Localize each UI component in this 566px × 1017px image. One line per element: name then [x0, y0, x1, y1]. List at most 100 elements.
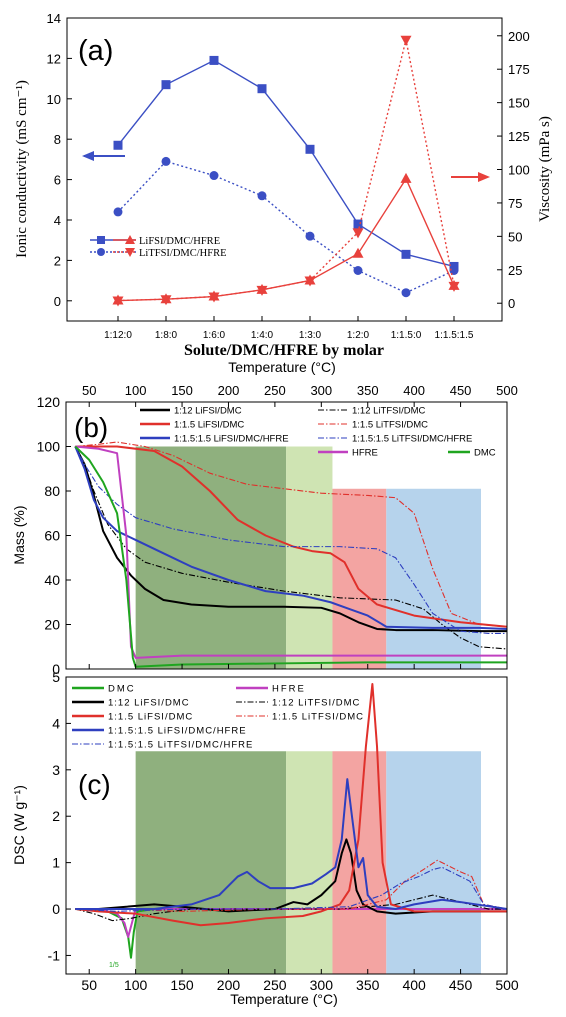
legend-entry-litfsi: LiTFSI/DMC/HFRE — [90, 248, 227, 259]
y2-tick-label: 125 — [508, 129, 530, 144]
data-point — [113, 207, 123, 217]
shaded-region — [332, 751, 387, 974]
data-point — [208, 292, 220, 303]
legend-label: 1:1.5:1.5 LiTFSI/DMC/HFRE — [352, 434, 472, 445]
x-tick-label: 1:4:0 — [251, 330, 274, 341]
x-tick-label: 450 — [450, 383, 472, 398]
data-point — [352, 228, 364, 239]
data-point — [305, 231, 315, 241]
y-tick-label: -1 — [48, 947, 61, 963]
series-line-3 — [117, 39, 455, 302]
x-tick-label: 350 — [356, 977, 380, 993]
series-line-1 — [74, 446, 508, 650]
series-line-7 — [74, 445, 507, 668]
panel-c-chart: -1 0 1 2 3 4 5 50 100 150 200 250 300 350 400 450 500 (c… — [11, 669, 519, 1007]
panel-a-y2-axis-label: Viscosity (mPa s) — [537, 116, 553, 222]
x-tick-label: 500 — [496, 383, 518, 398]
panel-a-label: (a) — [78, 35, 113, 67]
legend-label: DMC — [474, 448, 496, 459]
left-axis-arrow — [82, 151, 125, 161]
x-tick-label: 1:3:0 — [299, 330, 322, 341]
legend-label-litfsi: LiTFSI/DMC/HFRE — [139, 248, 227, 259]
panel-c-ticks: -1 0 1 2 3 4 5 50 100 150 200 250 300 350 400 450 500 — [48, 669, 519, 993]
y2-tick-label: 50 — [508, 229, 522, 244]
data-point — [401, 249, 411, 259]
panel-a-x-axis-label: Solute/DMC/HFRE by molar — [184, 342, 384, 359]
data-point — [400, 172, 412, 183]
x-tick-label: 150 — [170, 977, 194, 993]
legend-label: HFRE — [272, 684, 306, 695]
legend-label-lifsi: LiFSI/DMC/HFRE — [139, 236, 220, 247]
y-tick-label: 8 — [54, 132, 61, 147]
data-point — [448, 281, 460, 292]
x-tick-label: 200 — [217, 977, 241, 993]
panel-c-series — [75, 682, 508, 959]
x-tick-label: 300 — [310, 977, 334, 993]
panel-c-regions — [135, 751, 482, 974]
y-tick-label: 20 — [44, 617, 60, 633]
panel-a-ticks: 0 2 4 6 8 10 12 14 0 25 50 75 100 125 150 175 200 1:12:0 1… — [47, 11, 530, 341]
y-tick-label: 100 — [37, 439, 61, 455]
series-line-0 — [117, 59, 455, 268]
data-point — [304, 276, 316, 287]
y-tick-label: 5 — [52, 669, 60, 685]
data-point — [112, 296, 124, 307]
y-tick-label: 120 — [37, 394, 61, 410]
legend-label: HFRE — [352, 448, 378, 459]
panel-a-legend: LiFSI/DMC/HFRE LiTFSI/DMC/HFRE — [90, 235, 227, 259]
panel-b-ticks: 0 20 40 60 80 100 120 50 100 150 200 250 300 350 400 45… — [37, 383, 518, 677]
x-tick-label: 1:2:0 — [347, 330, 370, 341]
legend-label: 1:1.5:1.5 LiFSI/DMC/HFRE — [108, 726, 247, 737]
y2-tick-label: 100 — [508, 163, 530, 178]
y2-tick-label: 150 — [508, 96, 530, 111]
series-line-5 — [74, 446, 507, 634]
y2-tick-label: 0 — [508, 296, 515, 311]
x-tick-label: 450 — [449, 977, 473, 993]
y-tick-label: 6 — [54, 173, 61, 188]
y2-tick-label: 200 — [508, 29, 530, 44]
x-tick-label: 350 — [357, 383, 379, 398]
shaded-region — [332, 488, 387, 669]
x-tick-label: 1:12:0 — [104, 330, 132, 341]
panel-b-series — [74, 441, 508, 668]
legend-label: 1:12 LiTFSI/DMC — [272, 698, 360, 709]
legend-label: 1:1.5 LiFSI/DMC — [174, 420, 244, 431]
panel-b-top-axis-label: Temperature (°C) — [228, 359, 336, 375]
shaded-region — [135, 446, 287, 669]
series-line-4 — [75, 682, 507, 927]
y-tick-label: 40 — [44, 572, 60, 588]
data-point — [449, 266, 459, 275]
y-tick-label: 10 — [47, 92, 61, 107]
panel-b-chart: Temperature (°C) 0 20 40 60 80 100 120 50 100 150… — [11, 359, 518, 677]
x-tick-label: 50 — [82, 383, 96, 398]
x-tick-label: 100 — [124, 977, 148, 993]
legend-label: 1:1.5 LiTFSI/DMC — [352, 420, 428, 431]
data-point — [257, 84, 267, 94]
y-tick-label: 14 — [47, 11, 61, 26]
shaded-region — [286, 446, 333, 669]
y2-tick-label: 175 — [508, 62, 530, 77]
y-tick-label: 4 — [54, 213, 61, 228]
data-point — [400, 35, 412, 46]
series-line-0 — [74, 446, 507, 633]
legend-label: 1:12 LiTFSI/DMC — [352, 406, 426, 417]
x-tick-label: 200 — [218, 383, 240, 398]
panel-c-x-axis-label: Temperature (°C) — [230, 991, 338, 1007]
data-point — [113, 140, 123, 150]
y-tick-label: 3 — [52, 762, 60, 778]
legend-label: 1:1.5 LiTFSI/DMC — [272, 712, 364, 723]
data-point — [161, 80, 171, 90]
data-point — [160, 295, 172, 306]
series-line-1 — [117, 160, 455, 294]
x-tick-label: 250 — [264, 383, 286, 398]
right-axis-arrow — [451, 172, 490, 182]
y-tick-label: 12 — [47, 51, 61, 66]
panel-c-annotation: 1/5 — [109, 962, 119, 969]
shaded-region — [386, 488, 482, 669]
series-line-6 — [75, 445, 507, 659]
data-point — [256, 285, 268, 296]
panel-b-legend: 1:12 LiFSI/DMC 1:12 LiTFSI/DMC 1:1.5 LiFSI… — [140, 406, 496, 459]
legend-label: 1:12 LiFSI/DMC — [174, 406, 242, 417]
series-line-4 — [74, 446, 508, 630]
x-tick-label: 400 — [403, 383, 425, 398]
